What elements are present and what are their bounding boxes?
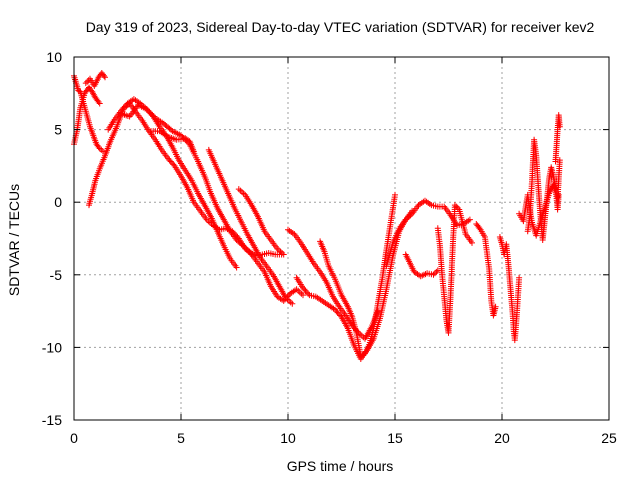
data-point [300,292,306,299]
series-trace-7 [148,128,197,155]
data-point [102,74,108,81]
data-point [101,72,107,79]
axis-ticks: 0 5 10 15 20 25 -15 -10 -5 0 5 10 [42,49,617,446]
data-point [190,148,197,155]
x-tick-label: 25 [601,430,617,446]
data-point [96,100,103,107]
data-point [337,312,344,319]
chart-title: Day 319 of 2023, Sidereal Day-to-day VTE… [86,19,595,35]
series-trace-17 [496,234,523,344]
x-axis-label: GPS time / hours [287,458,394,474]
y-tick-label: -5 [50,267,63,283]
series-trace-13 [383,197,473,270]
data-point [289,300,296,307]
data-point [466,216,473,223]
series-trace-3 [82,70,108,89]
data-point [149,112,156,119]
y-tick-label: 5 [54,122,62,138]
data-point [556,123,563,130]
y-axis-label: SDTVAR / TECUs [6,184,22,296]
series-trace-19 [524,136,562,243]
data-point [169,160,175,166]
data-point [235,186,242,193]
series-trace-12 [317,191,398,360]
data-point [84,78,91,85]
data-point [120,104,127,111]
plot-frame [73,56,610,421]
data-point [233,264,240,271]
series-trace-15 [434,202,475,336]
y-tick-label: -15 [42,412,62,428]
data-point [280,251,287,258]
data-point [555,191,562,198]
y-tick-label: 0 [54,194,62,210]
series-trace-8 [205,146,296,307]
series-trace-20 [552,112,563,165]
data-point [431,270,438,277]
data-point [146,109,153,116]
data-point [492,303,499,310]
x-tick-label: 10 [280,430,296,446]
series-trace-2 [71,72,106,155]
series-trace-9 [235,186,287,258]
data-point [305,290,312,297]
data-point [392,191,398,198]
data-point [334,309,341,316]
grid [74,57,609,420]
data-point [166,157,173,164]
series-layer [71,70,563,362]
y-tick-label: -10 [42,339,62,355]
series-trace-14 [402,251,441,280]
data-point [516,274,523,281]
x-tick-label: 15 [387,430,403,446]
series-trace-10 [285,226,381,342]
data-point [556,157,563,164]
series-trace-6 [118,101,285,259]
data-point [82,80,89,87]
data-point [168,126,174,133]
data-point [469,239,475,246]
y-tick-label: 10 [46,49,62,65]
data-point [143,106,150,113]
x-tick-label: 20 [494,430,510,446]
x-tick-label: 0 [70,430,78,446]
data-point [302,287,309,294]
series-trace-16 [473,221,499,319]
x-tick-label: 5 [177,430,185,446]
series-trace-5 [105,96,240,271]
